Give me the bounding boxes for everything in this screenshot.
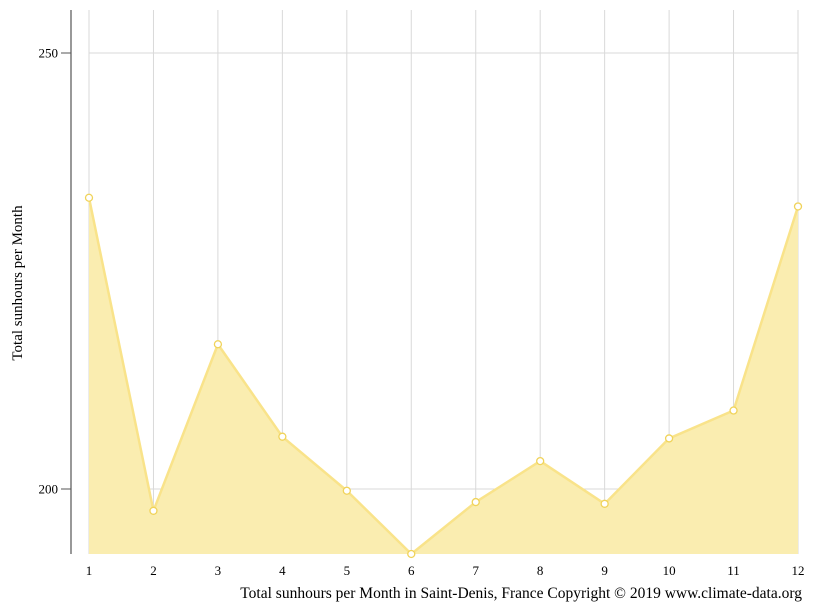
data-point-month-3 [213,340,223,349]
data-point-month-5 [342,486,351,495]
x-tick-label-3: 3 [215,563,222,578]
data-point-month-8 [536,456,545,466]
y-axis-title: Total sunhours per Month [10,205,26,361]
x-tick-label-6: 6 [408,563,415,578]
y-tick-label-250: 250 [39,46,59,61]
data-points [84,193,803,559]
data-point-month-6 [407,549,416,559]
sunhours-line [87,197,800,556]
x-tick-label-11: 11 [727,563,740,578]
data-point-month-7 [471,497,480,507]
sunhours-area [89,197,798,554]
y-axis-ticks: 200 250 [39,46,71,497]
x-tick-label-7: 7 [472,563,479,578]
x-tick-label-5: 5 [344,563,351,578]
data-point-month-1 [84,193,94,202]
x-axis-ticks: 1 2 3 4 5 6 7 8 9 10 11 12 [86,563,805,578]
data-point-month-9 [600,499,609,508]
x-tick-label-1: 1 [86,563,93,578]
x-tick-label-8: 8 [537,563,544,578]
x-tick-label-2: 2 [150,563,157,578]
data-point-month-11 [729,406,738,415]
x-tick-label-9: 9 [601,563,608,578]
x-tick-label-4: 4 [279,563,286,578]
data-point-month-10 [664,434,674,443]
y-tick-label-200: 200 [39,482,59,497]
chart-caption: Total sunhours per Month in Saint-Denis,… [240,585,802,602]
data-point-month-2 [149,506,158,515]
x-tick-label-12: 12 [792,563,805,578]
x-tick-label-10: 10 [663,563,676,578]
data-point-month-4 [278,432,287,441]
data-point-month-12 [793,202,803,211]
